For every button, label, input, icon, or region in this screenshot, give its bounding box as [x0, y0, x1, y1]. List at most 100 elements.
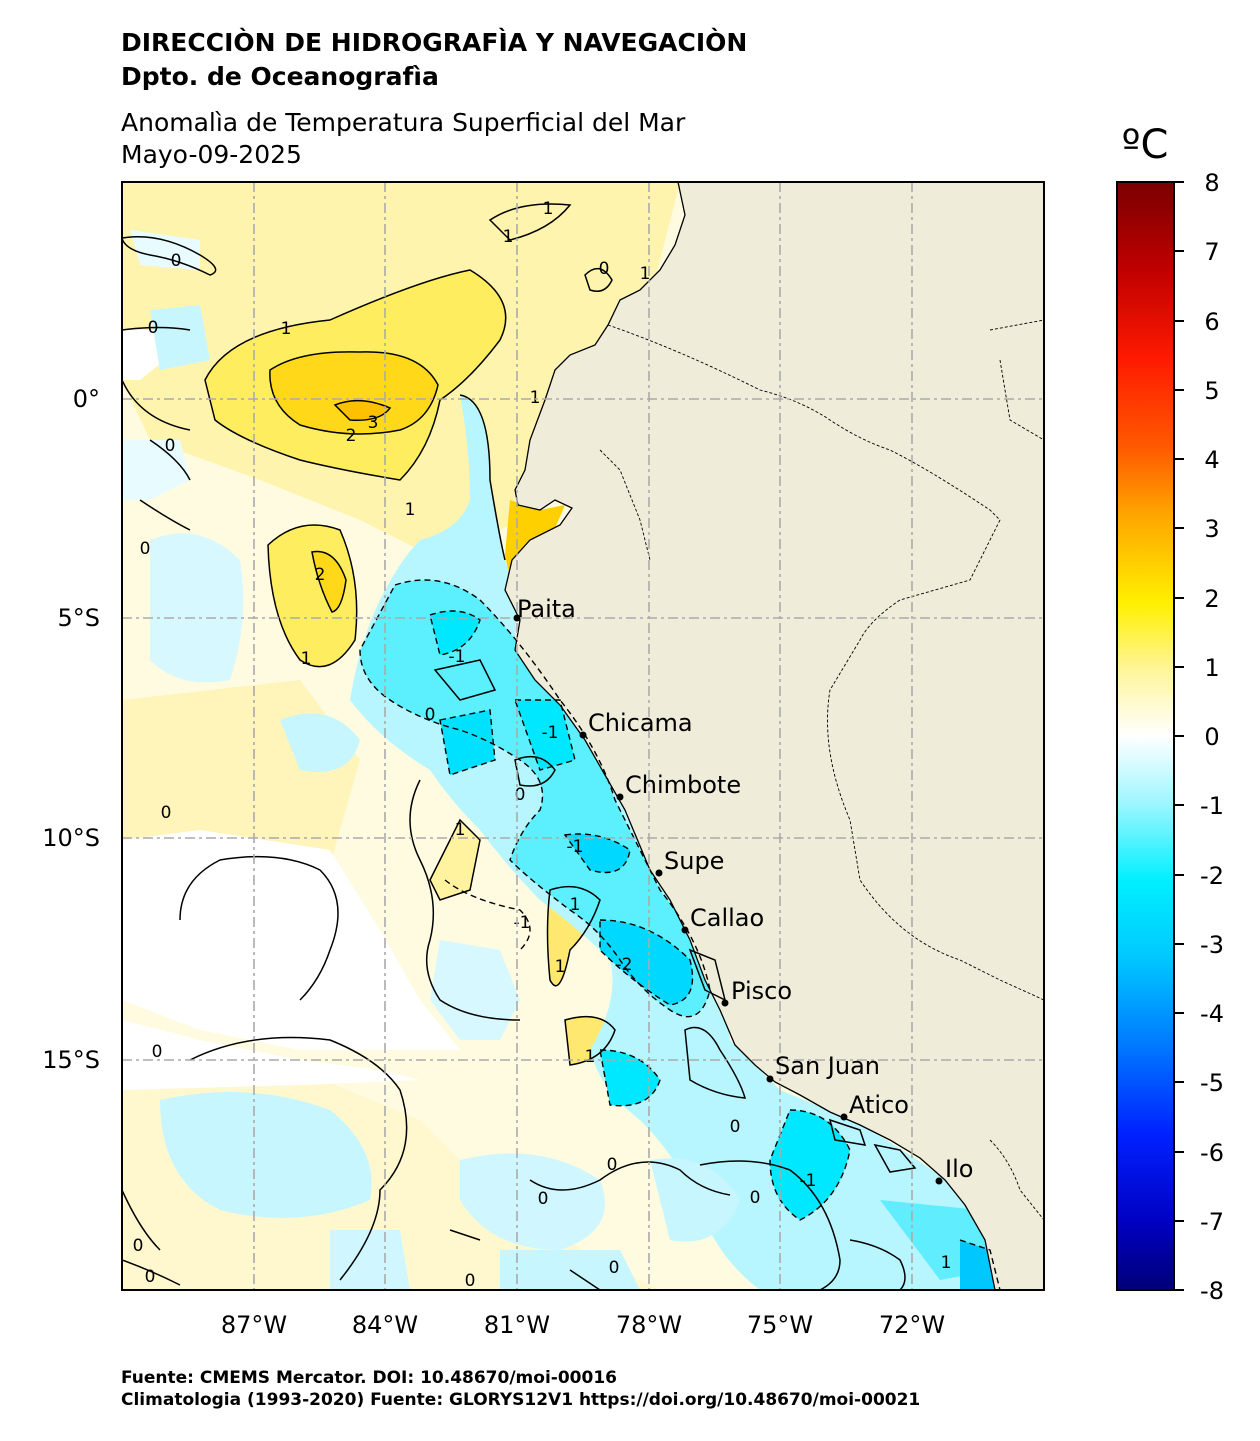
contour-label: 1	[640, 264, 651, 284]
contour-label: 1	[585, 1047, 596, 1067]
port-label-pisco: Pisco	[731, 977, 792, 1005]
contour-label: 0	[730, 1117, 741, 1137]
colorbar: ºC 8 7 6 5 4 3 2 1 0 -1 -2 -3 -4 -5	[1116, 122, 1224, 1305]
lat-label: 5°S	[57, 604, 100, 632]
port-marker-callao	[681, 926, 689, 934]
contour-label: -2	[616, 955, 633, 975]
colorbar-tick: 2	[1204, 585, 1219, 613]
map-title: Anomalìa de Temperatura Superficial del …	[121, 108, 686, 137]
port-marker-chimbote	[616, 793, 624, 801]
port-markers	[513, 614, 943, 1185]
contour-label: 2	[315, 565, 326, 585]
longitude-labels: 87°W 84°W 81°W 78°W 75°W 72°W	[221, 1311, 945, 1339]
contour-label: 1	[555, 957, 566, 977]
colorbar-tick: 6	[1204, 308, 1219, 336]
lon-label: 81°W	[484, 1311, 550, 1339]
contour-label: 0	[165, 436, 176, 456]
contour-label: 0	[145, 1267, 156, 1287]
contour-label: -1	[514, 913, 531, 933]
colorbar-tick: -7	[1200, 1208, 1224, 1236]
footer-climatology: Climatologia (1993-2020) Fuente: GLORYS1…	[121, 1390, 921, 1410]
contour-label: 0	[148, 318, 159, 338]
port-marker-ilo	[935, 1177, 943, 1185]
colorbar-tick: 7	[1204, 238, 1219, 266]
contour-label: 0	[465, 1271, 476, 1291]
contour-label: -1	[800, 1171, 817, 1191]
contour-label: -1	[449, 647, 466, 667]
contour-label: 1	[281, 319, 292, 339]
lat-label: 15°S	[42, 1046, 100, 1074]
latitude-labels: 0° 5°S 10°S 15°S	[42, 385, 100, 1074]
lon-label: 78°W	[616, 1311, 682, 1339]
map-date: Mayo-09-2025	[121, 140, 302, 169]
port-label-atico: Atico	[849, 1091, 909, 1119]
colorbar-tick: -6	[1200, 1139, 1224, 1167]
port-label-paita: Paita	[517, 595, 576, 623]
contour-label: 0	[538, 1189, 549, 1209]
port-label-chimbote: Chimbote	[625, 771, 741, 799]
colorbar-unit: ºC	[1122, 122, 1169, 168]
contour-label: 2	[346, 426, 357, 446]
contour-labels: 1 1 0 1 0 1 1 2 3 0 0 1 0 2 1 -1 0 -1 0 …	[133, 199, 952, 1291]
map-frame	[121, 181, 1045, 1291]
port-marker-pisco	[721, 999, 729, 1007]
port-marker-chicama	[579, 731, 587, 739]
department-title: Dpto. de Oceanografìa	[121, 62, 439, 91]
contour-label: 0	[425, 705, 436, 725]
contour-label: 0	[515, 785, 526, 805]
port-label-callao: Callao	[690, 904, 764, 932]
contour-label: -1	[567, 837, 584, 857]
colorbar-tick: -4	[1200, 1000, 1224, 1028]
contour-label: 0	[609, 1258, 620, 1278]
colorbar-scale	[1116, 181, 1175, 1291]
lon-label: 84°W	[352, 1311, 418, 1339]
footer-source: Fuente: CMEMS Mercator. DOI: 10.48670/mo…	[121, 1368, 617, 1388]
contour-label: 0	[133, 1236, 144, 1256]
port-labels: Paita Chicama Chimbote Supe Callao Pisco…	[517, 595, 973, 1183]
graticule	[122, 182, 1044, 1290]
contour-label: 1	[455, 820, 466, 840]
contour-label: 1	[570, 895, 581, 915]
institution-title: DIRECCIÒN DE HIDROGRAFÌA Y NAVEGACIÒN	[121, 28, 748, 57]
contour-label: 0	[140, 539, 151, 559]
port-marker-atico	[840, 1113, 848, 1121]
colorbar-tick: -8	[1200, 1277, 1224, 1305]
lon-label: 72°W	[879, 1311, 945, 1339]
port-label-ilo: Ilo	[945, 1155, 973, 1183]
contour-label: 0	[607, 1155, 618, 1175]
colorbar-tick: 5	[1204, 377, 1219, 405]
land-south-america	[504, 182, 1044, 1290]
colorbar-tick: -5	[1200, 1069, 1224, 1097]
lon-label: 75°W	[747, 1311, 813, 1339]
colorbar-tick: 3	[1204, 515, 1219, 543]
contour-label: 1	[503, 227, 514, 247]
lat-label: 10°S	[42, 824, 100, 852]
contour-label: 0	[152, 1042, 163, 1062]
port-marker-supe	[655, 869, 663, 877]
port-marker-san-juan	[766, 1075, 774, 1083]
contour-label: 0	[599, 259, 610, 279]
lat-label: 0°	[73, 385, 100, 413]
colorbar-tick: 8	[1204, 169, 1219, 197]
colorbar-tick: -1	[1200, 792, 1224, 820]
contour-label: 0	[171, 251, 182, 271]
contour-label: 1	[941, 1253, 952, 1273]
contour-label: 1	[530, 388, 541, 408]
port-label-chicama: Chicama	[588, 709, 693, 737]
map-field: 1 1 0 1 0 1 1 2 3 0 0 1 0 2 1 -1 0 -1 0 …	[122, 182, 1044, 1291]
contour-label: 3	[368, 413, 379, 433]
contour-label: 0	[750, 1188, 761, 1208]
contour-label: -1	[542, 723, 559, 743]
contour-label: 1	[405, 500, 416, 520]
colorbar-tick: -3	[1200, 931, 1224, 959]
contour-label: 1	[543, 199, 554, 219]
colorbar-tick: 0	[1204, 723, 1219, 751]
colorbar-tick: 4	[1204, 446, 1219, 474]
port-marker-paita	[513, 614, 521, 622]
contour-label: 1	[301, 649, 312, 669]
port-label-san-juan: San Juan	[775, 1052, 880, 1080]
port-label-supe: Supe	[664, 847, 724, 875]
colorbar-tick: -2	[1200, 862, 1224, 890]
contour-label: 0	[161, 803, 172, 823]
